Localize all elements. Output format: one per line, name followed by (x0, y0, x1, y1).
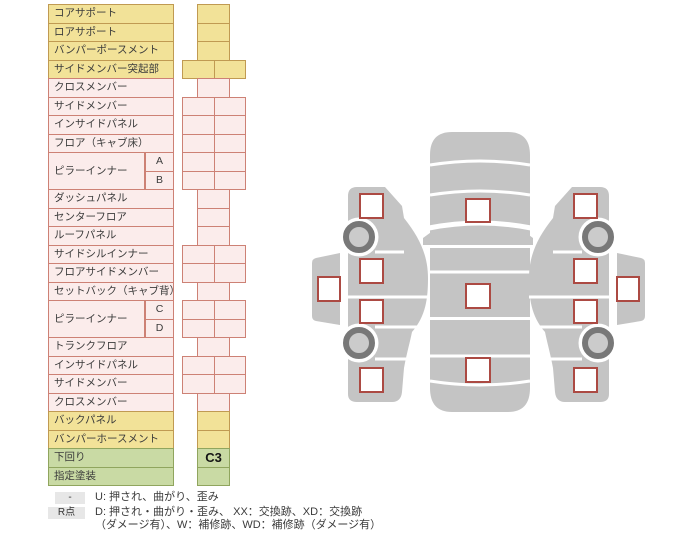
damage-marker-box (359, 193, 384, 219)
condition-cell (197, 466, 230, 486)
damage-marker-box (317, 276, 341, 302)
damage-marker-box (465, 283, 491, 309)
legend-badge-minor: - (55, 492, 85, 504)
panel-separator (429, 189, 531, 197)
table-row-label: ピラーインナー (48, 152, 145, 190)
condition-cell (197, 4, 230, 24)
condition-cell: C3 (197, 448, 230, 468)
damage-marker-box (465, 198, 491, 223)
condition-cell (197, 226, 230, 246)
condition-cell (213, 244, 246, 264)
panel-separator (429, 379, 531, 387)
condition-cell (182, 152, 215, 172)
condition-cell (213, 59, 246, 79)
table-row-label: セットバック（キャブ背） (48, 281, 174, 301)
cowl-wing (519, 230, 533, 245)
condition-cell (213, 133, 246, 153)
legend-text: U: 押され、曲がり、歪み (95, 491, 219, 503)
damage-marker-box (359, 258, 384, 284)
table-row-label: サイドメンバー (48, 96, 174, 116)
table-row-label: フロアサイドメンバー (48, 263, 174, 283)
pillar-sub-label: C (145, 300, 174, 320)
table-row-label: サイドメンバー (48, 374, 174, 394)
table-row-label: バックパネル (48, 411, 174, 431)
condition-cell (182, 244, 215, 264)
condition-cell (213, 300, 246, 320)
car-damage-diagram (312, 132, 650, 412)
condition-cell (182, 374, 215, 394)
table-row-label: 指定塗装 (48, 466, 174, 486)
table-row-label: インサイドパネル (48, 115, 174, 135)
right-side-view (529, 187, 645, 402)
condition-cell (197, 22, 230, 42)
condition-cell (213, 115, 246, 135)
condition-cell (182, 318, 215, 338)
table-row-label: インサイドパネル (48, 355, 174, 375)
legend-text: D: 押され・曲がり・歪み、 XX：交換跡、XD：交換跡 (95, 506, 363, 518)
condition-cell (213, 170, 246, 190)
table-row-label: ピラーインナー (48, 300, 145, 338)
condition-cell (197, 281, 230, 301)
condition-cell (182, 96, 215, 116)
condition-cell (182, 133, 215, 153)
condition-cell (197, 392, 230, 412)
legend-badge-rpoint: R点 (48, 507, 85, 519)
wheel-icon (343, 221, 375, 253)
condition-cell (213, 355, 246, 375)
condition-cell (213, 263, 246, 283)
condition-cell (182, 170, 215, 190)
table-row-label: サイドメンバー突起部 (48, 59, 174, 79)
table-row-label: クロスメンバー (48, 78, 174, 98)
pillar-sub-label: B (145, 170, 174, 190)
damage-marker-box (359, 299, 384, 324)
condition-cell (197, 429, 230, 449)
condition-cell (213, 96, 246, 116)
left-side-view (312, 187, 428, 402)
condition-cell (197, 41, 230, 61)
damage-marker-box (465, 357, 491, 383)
condition-cell (182, 355, 215, 375)
legend-text: （ダメージ有）、W：補修跡、WD：補修跡（ダメージ有） (95, 519, 382, 531)
condition-cell (197, 78, 230, 98)
table-row-label: センターフロア (48, 207, 174, 227)
condition-cell (182, 115, 215, 135)
damage-marker-box (359, 367, 384, 393)
condition-cell (182, 300, 215, 320)
condition-cell (213, 374, 246, 394)
panel-separator (429, 159, 531, 167)
top-view (423, 132, 533, 412)
condition-cell (213, 318, 246, 338)
condition-cell (182, 59, 215, 79)
table-row-label: サイドシルインナー (48, 244, 174, 264)
table-row-label: ロアサポート (48, 22, 174, 42)
pillar-sub-label: A (145, 152, 174, 172)
table-row-label: クロスメンバー (48, 392, 174, 412)
pillar-sub-label: D (145, 318, 174, 338)
panel-separator (428, 220, 532, 231)
table-row-label: フロア（キャブ床） (48, 133, 174, 153)
table-row-label: トランクフロア (48, 337, 174, 357)
condition-cell (197, 189, 230, 209)
condition-cell (182, 263, 215, 283)
table-row-label: ルーフパネル (48, 226, 174, 246)
condition-cell (197, 411, 230, 431)
cowl-wing (423, 230, 437, 245)
table-row-label: バンパーホースメント (48, 429, 174, 449)
condition-cell (197, 337, 230, 357)
table-row-label: 下回り (48, 448, 174, 468)
table-row-label: ダッシュパネル (48, 189, 174, 209)
wheel-icon (343, 327, 375, 359)
table-row-label: コアサポート (48, 4, 174, 24)
condition-cell (197, 207, 230, 227)
condition-cell (213, 152, 246, 172)
table-row-label: バンパーポースメント (48, 41, 174, 61)
